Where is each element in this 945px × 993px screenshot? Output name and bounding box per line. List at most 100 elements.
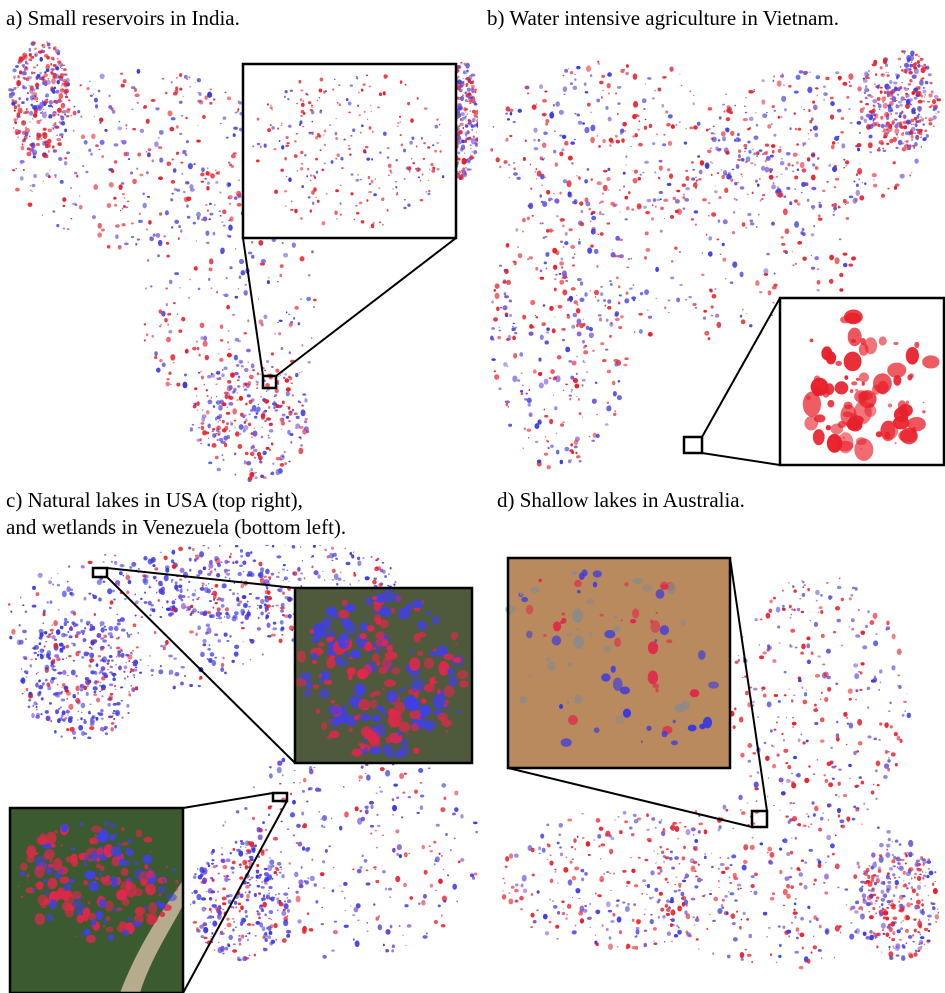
water-patch	[70, 187, 72, 190]
water-patch	[127, 712, 129, 714]
water-patch	[928, 101, 930, 103]
water-patch	[596, 818, 601, 823]
water-patch	[711, 162, 713, 163]
water-patch	[186, 140, 189, 143]
water-patch	[844, 202, 846, 204]
water-patch	[921, 858, 926, 861]
water-patch	[247, 573, 251, 577]
water-patch	[734, 105, 736, 107]
water-patch	[549, 228, 553, 232]
water-patch	[234, 611, 239, 615]
water-patch	[105, 732, 108, 735]
water-patch	[666, 123, 671, 127]
water-patch	[209, 600, 212, 602]
water-patch	[364, 859, 368, 863]
water-patch	[811, 233, 815, 236]
water-patch	[284, 903, 289, 909]
water-patch	[39, 642, 42, 645]
water-patch	[563, 390, 565, 391]
water-patch	[904, 88, 909, 91]
water-patch	[179, 579, 182, 581]
water-patch	[434, 920, 438, 924]
water-patch	[59, 93, 64, 99]
water-patch	[213, 607, 215, 609]
water-patch	[73, 660, 76, 662]
water-patch	[75, 634, 79, 638]
water-patch	[709, 893, 712, 895]
water-patch	[322, 955, 327, 959]
water-patch	[574, 445, 578, 448]
water-patch	[88, 593, 91, 595]
water-patch	[124, 598, 127, 600]
water-patch	[105, 629, 107, 631]
water-patch	[56, 629, 61, 635]
water-patch	[185, 349, 189, 354]
water-patch	[908, 882, 910, 885]
water-patch	[256, 412, 258, 415]
water-patch	[135, 93, 140, 97]
water-patch	[146, 119, 150, 124]
water-patch	[907, 58, 911, 63]
water-patch	[623, 364, 627, 367]
water-patch	[100, 709, 103, 713]
water-patch	[127, 201, 130, 203]
water-patch	[549, 306, 554, 311]
water-patch	[241, 365, 244, 367]
water-patch	[251, 398, 254, 401]
water-patch	[51, 57, 55, 61]
water-patch	[910, 51, 914, 57]
water-patch	[600, 858, 601, 859]
water-patch	[784, 694, 787, 696]
water-patch	[304, 577, 306, 579]
water-patch	[633, 284, 635, 286]
water-patch	[232, 408, 237, 414]
water-patch	[709, 128, 711, 130]
water-patch	[569, 394, 572, 396]
water-patch	[67, 228, 70, 230]
water-patch	[612, 913, 615, 917]
water-patch	[165, 382, 169, 387]
water-patch	[352, 914, 355, 916]
water-patch	[27, 147, 31, 150]
water-patch	[779, 848, 782, 851]
water-patch	[601, 880, 602, 881]
water-patch	[857, 719, 862, 726]
water-patch	[920, 137, 922, 138]
water-patch	[868, 142, 873, 148]
water-patch	[639, 174, 642, 176]
water-patch	[43, 610, 46, 614]
water-patch	[584, 83, 587, 86]
water-patch	[920, 858, 921, 860]
water-patch	[620, 315, 624, 318]
water-patch	[258, 834, 263, 840]
water-patch	[639, 300, 640, 301]
water-patch	[886, 116, 889, 120]
water-patch	[57, 718, 61, 723]
water-patch	[540, 222, 542, 224]
water-patch	[875, 60, 877, 62]
water-patch	[794, 589, 797, 593]
water-patch	[689, 126, 693, 129]
water-patch	[753, 891, 757, 896]
water-patch	[568, 191, 572, 196]
water-patch	[239, 424, 244, 430]
water-patch	[799, 966, 804, 970]
water-patch	[277, 909, 278, 910]
water-patch	[164, 575, 169, 582]
water-patch	[221, 373, 225, 377]
water-patch	[761, 198, 764, 200]
water-patch	[32, 605, 37, 608]
water-patch	[58, 692, 62, 695]
water-patch	[171, 158, 174, 160]
water-patch	[558, 833, 561, 835]
water-patch	[227, 380, 231, 384]
water-patch	[392, 944, 395, 948]
water-patch	[583, 319, 584, 320]
water-patch	[45, 95, 47, 97]
water-patch	[781, 236, 784, 239]
water-patch	[227, 407, 228, 408]
water-patch	[233, 921, 235, 923]
water-patch	[102, 731, 103, 732]
water-patch	[782, 839, 784, 842]
water-patch	[864, 119, 867, 123]
